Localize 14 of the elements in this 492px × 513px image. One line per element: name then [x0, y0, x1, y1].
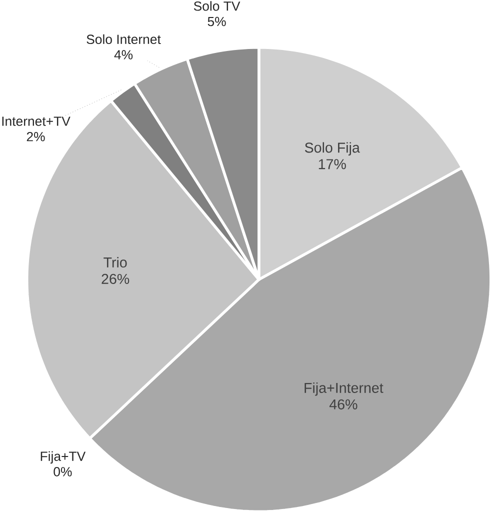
slice-label: Solo Fija: [304, 142, 360, 156]
data-label: 4%: [114, 50, 132, 60]
data-label: 26%: [102, 274, 129, 284]
data-label: 17%: [318, 159, 346, 170]
data-label: 46%: [329, 399, 358, 410]
slice-label: Solo TV: [194, 1, 240, 11]
text: 0%: [54, 467, 72, 476]
data-label: 2%: [26, 132, 45, 142]
slice-label: Trio: [103, 257, 127, 268]
slice-label: Internet+TV: [2, 116, 70, 126]
data-label: 5%: [208, 16, 226, 26]
category-label: Fija+TV: [40, 451, 86, 464]
slice-label: Fija+Internet: [304, 382, 384, 396]
slice-label: Solo Internet: [86, 34, 161, 44]
